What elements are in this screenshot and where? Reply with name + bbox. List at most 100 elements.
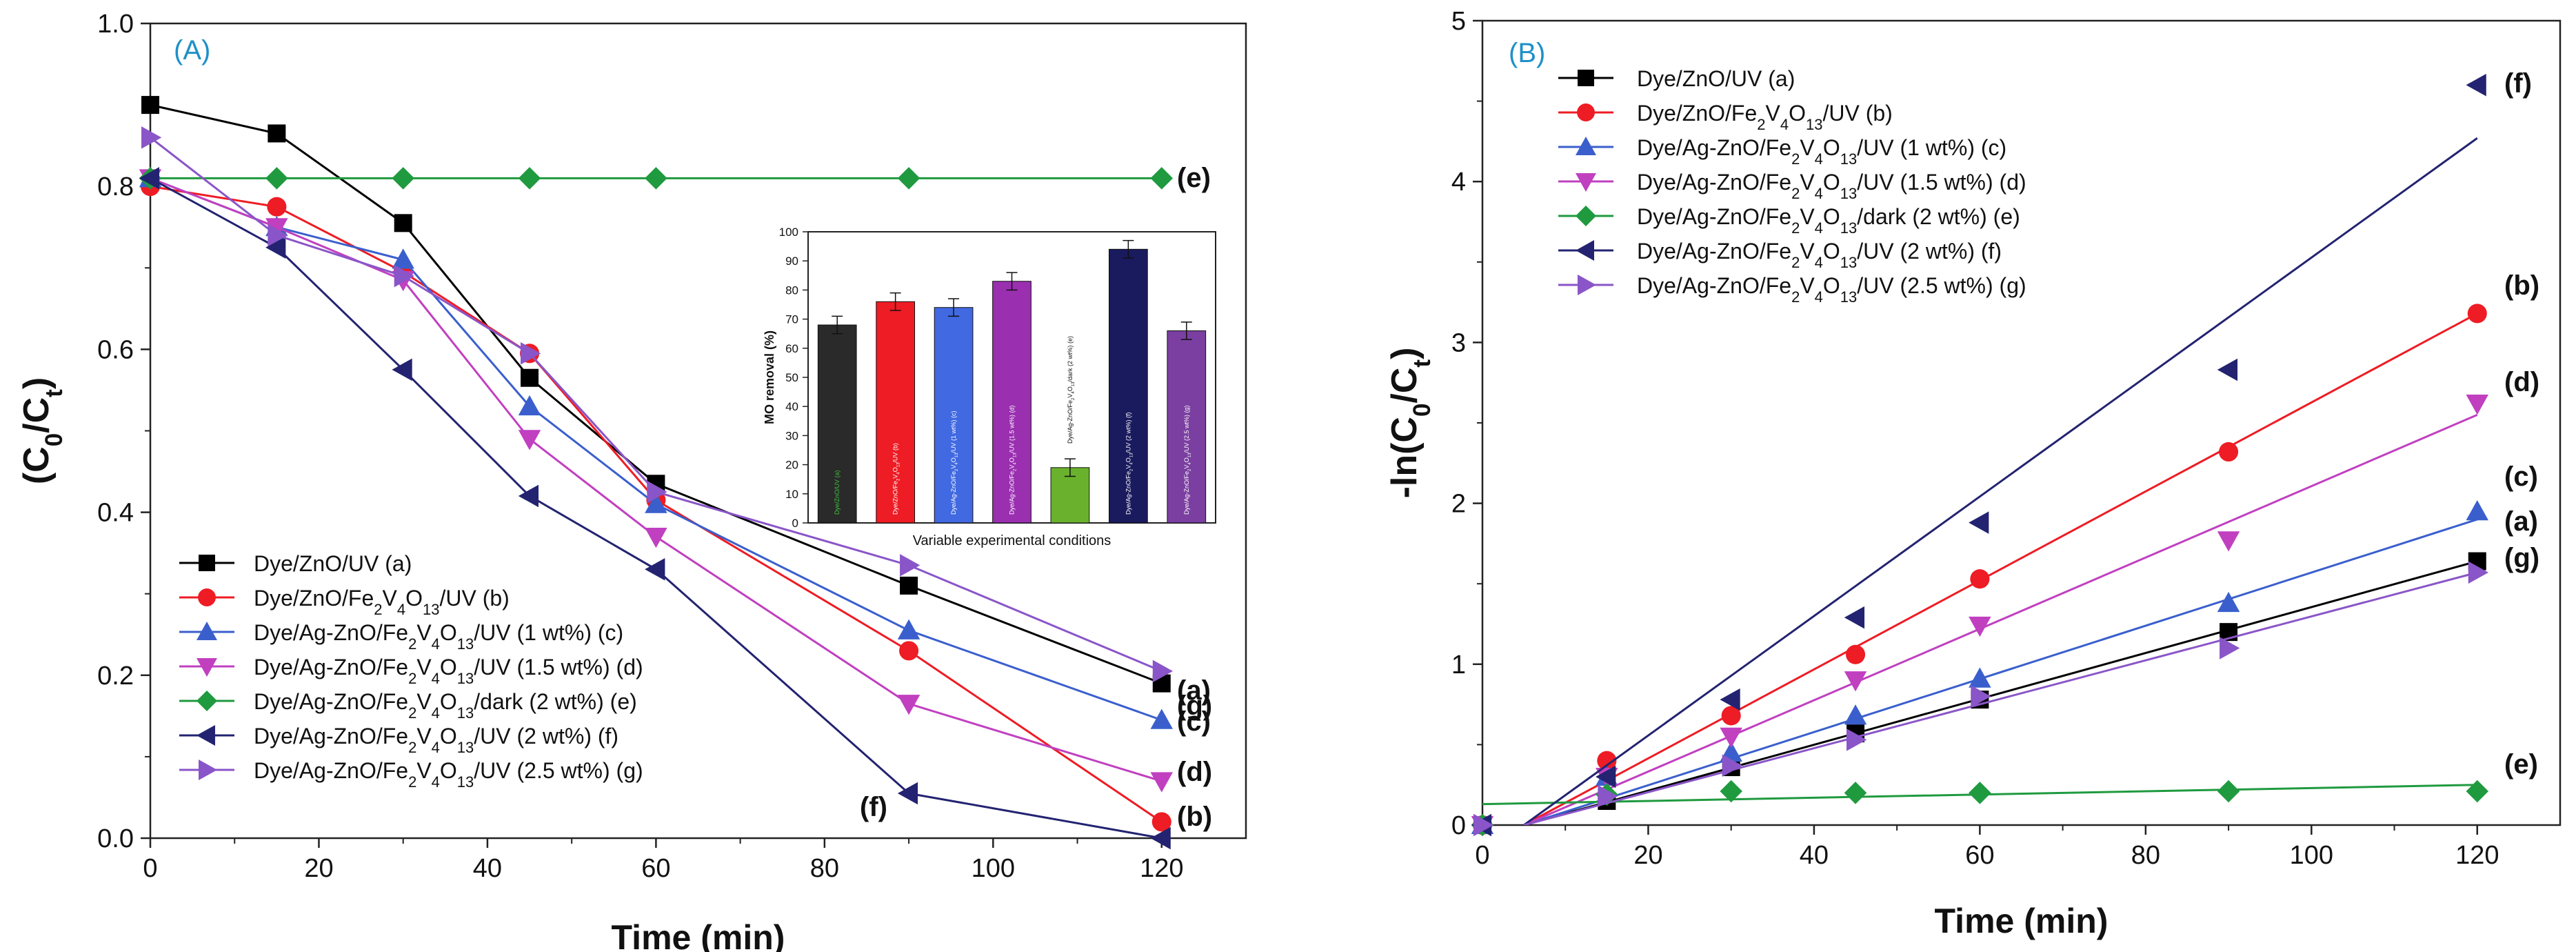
inset-bar-label: Dye/Ag-ZnO/Fe2V4O13/UV (2 wt%) (f) xyxy=(1125,413,1134,515)
y-tick-label: 0.0 xyxy=(97,824,134,853)
x-tick-label: 40 xyxy=(473,854,502,883)
x-tick-label: 80 xyxy=(2131,841,2160,870)
end-label-f: (f) xyxy=(860,792,887,822)
data-point-g xyxy=(268,224,288,247)
data-point-d xyxy=(265,218,288,239)
x-tick-label: 60 xyxy=(641,854,670,883)
y-tick-label: 0.4 xyxy=(97,499,134,528)
legend-label-g: Dye/Ag-ZnO/Fe2V4O13/UV (2.5 wt%) (g) xyxy=(1637,273,2026,306)
data-point-f xyxy=(1596,765,1616,789)
inset-bar xyxy=(876,301,916,524)
data-point-e xyxy=(392,167,414,190)
legend-label-d: Dye/Ag-ZnO/Fe2V4O13/UV (1.5 wt%) (d) xyxy=(254,655,643,687)
data-point-d xyxy=(2466,395,2489,415)
panel-b-chart: 0 20 40 60 80 100 120 0 1 2 3 4 5 Time (min) -ln(C0/Ct… xyxy=(1385,7,2562,940)
data-point-f xyxy=(1969,511,1989,534)
y-tick-label: 0 xyxy=(1451,811,1466,840)
x-tick-label: 0 xyxy=(1475,841,1489,870)
end-label-a: (a) xyxy=(1177,675,1211,706)
end-label-d: (d) xyxy=(1177,757,1212,787)
inset-bar-chart: 0 10 20 30 40 50 60 70 80 90 100 MO removal (%) Vari… xyxy=(763,226,1216,548)
legend-marker-a xyxy=(199,555,215,571)
inset-y-axis-title: MO removal (%) xyxy=(763,330,776,424)
legend-marker-e xyxy=(197,691,217,711)
legend-marker-a xyxy=(1578,70,1594,86)
x-tick-label: 20 xyxy=(1633,841,1662,870)
series-e: (e) xyxy=(139,163,1211,193)
data-point-c xyxy=(518,395,541,416)
end-label-a: (a) xyxy=(2504,506,2538,537)
data-point-e xyxy=(2466,780,2489,803)
data-point-e xyxy=(897,167,920,190)
end-label-g: (g) xyxy=(2504,543,2539,573)
legend-label-e: Dye/Ag-ZnO/Fe2V4O13/dark (2 wt%) (e) xyxy=(1637,204,2020,237)
end-label-b: (b) xyxy=(1177,802,1212,832)
legend-marker-f xyxy=(1576,240,1594,261)
legend-label-a: Dye/ZnO/UV (a) xyxy=(254,551,412,576)
x-axis-title: Time (min) xyxy=(612,918,785,952)
data-point-a xyxy=(521,368,539,387)
data-point-f xyxy=(139,167,159,190)
data-point-d xyxy=(1150,772,1174,793)
inset-y-tick-label: 30 xyxy=(785,429,798,442)
legend-marker-b xyxy=(1577,103,1595,121)
panel-label: (A) xyxy=(174,35,210,66)
data-point-d xyxy=(1720,727,1742,748)
inset-bar-label: Dye/Ag-ZnO/Fe2V4O13/UV (1.5 wt%) (d) xyxy=(1009,406,1018,515)
data-point-d xyxy=(518,430,541,450)
legend-label-e: Dye/Ag-ZnO/Fe2V4O13/dark (2 wt%) (e) xyxy=(254,689,637,722)
inset-bar xyxy=(934,307,974,524)
series-e: (e) xyxy=(1471,749,2538,837)
inset-y-tick-label: 40 xyxy=(785,400,798,413)
y-tick-label: 5 xyxy=(1451,7,1466,36)
fit-line-g xyxy=(1523,571,2478,825)
data-point-g xyxy=(1598,784,1618,808)
inset-bar xyxy=(817,324,857,524)
data-point-c xyxy=(645,493,667,513)
data-point-b xyxy=(2219,442,2239,462)
legend: Dye/ZnO/UV (a) Dye/ZnO/Fe2V4O13/UV (b) Dye… xyxy=(179,551,643,791)
end-label-g: (g) xyxy=(1177,691,1212,721)
x-tick-label: 0 xyxy=(143,854,157,883)
legend: Dye/ZnO/UV (a)Dye/ZnO/Fe2V4O13/UV (b)Dye… xyxy=(1558,66,2026,306)
legend-label-b: Dye/ZnO/Fe2V4O13/UV (b) xyxy=(254,586,510,618)
data-point-e xyxy=(645,167,667,190)
x-tick-label: 120 xyxy=(2455,841,2499,870)
y-tick-label: 0.8 xyxy=(97,172,134,201)
legend-label-c: Dye/Ag-ZnO/Fe2V4O13/UV (1 wt%) (c) xyxy=(1637,135,2006,168)
data-point-d xyxy=(645,528,667,548)
end-label-e: (e) xyxy=(2504,749,2538,780)
data-point-c xyxy=(897,619,920,639)
series-f: (f) xyxy=(139,167,1171,850)
y-tick-label: 1.0 xyxy=(97,10,134,39)
data-point-c xyxy=(1150,708,1174,729)
legend-label-f: Dye/Ag-ZnO/Fe2V4O13/UV (2 wt%) (f) xyxy=(254,724,618,756)
x-tick-label: 60 xyxy=(1965,841,1994,870)
data-point-e xyxy=(1844,782,1867,804)
end-label-e: (e) xyxy=(1177,163,1211,193)
end-label-c: (c) xyxy=(2504,462,2538,492)
legend-marker-c xyxy=(197,622,217,640)
data-point-g xyxy=(647,480,667,504)
series-g: (g) xyxy=(141,126,1212,721)
data-point-c xyxy=(2217,591,2240,613)
legend-marker-g xyxy=(1578,275,1596,295)
inset-y-tick-label: 0 xyxy=(792,517,798,530)
legend-label-g: Dye/Ag-ZnO/Fe2V4O13/UV (2.5 wt%) (g) xyxy=(254,758,643,791)
x-tick-label: 120 xyxy=(1140,854,1183,883)
x-tick-label: 40 xyxy=(1800,841,1829,870)
data-point-b xyxy=(1721,706,1741,726)
y-tick-label: 4 xyxy=(1451,168,1466,197)
data-point-g xyxy=(1152,660,1174,683)
inset-bar-label: Dye/ZnO/UV (a) xyxy=(834,470,841,515)
data-point-g xyxy=(1473,813,1494,837)
data-point-c xyxy=(2466,500,2489,521)
data-point-d xyxy=(1969,616,1991,637)
inset-x-axis-title: Variable experimental conditions xyxy=(913,533,1111,548)
data-point-d xyxy=(2217,531,2240,552)
inset-y-tick-label: 50 xyxy=(785,371,798,384)
data-point-b xyxy=(899,641,919,661)
series-g: (g) xyxy=(1473,543,2539,837)
series-b: (b) xyxy=(1472,270,2539,835)
